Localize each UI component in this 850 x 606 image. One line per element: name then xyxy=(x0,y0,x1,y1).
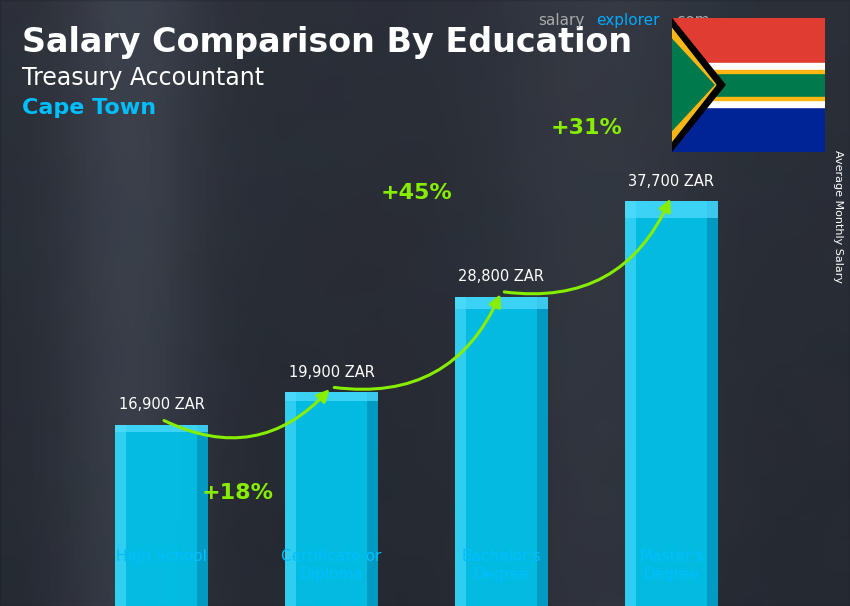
Bar xyxy=(455,297,548,309)
Bar xyxy=(455,297,466,606)
Bar xyxy=(197,425,208,606)
Bar xyxy=(672,73,824,97)
Polygon shape xyxy=(672,28,716,85)
Text: Average Monthly Salary: Average Monthly Salary xyxy=(833,150,843,282)
Polygon shape xyxy=(672,85,716,141)
Bar xyxy=(672,70,824,73)
Bar xyxy=(285,393,378,401)
Bar xyxy=(455,297,548,606)
Text: 19,900 ZAR: 19,900 ZAR xyxy=(288,365,375,379)
Bar xyxy=(367,393,378,606)
Bar xyxy=(115,425,208,606)
Bar xyxy=(672,107,824,152)
Text: +31%: +31% xyxy=(551,118,622,138)
Bar xyxy=(115,425,126,606)
Text: +18%: +18% xyxy=(202,484,274,504)
Text: High School: High School xyxy=(116,549,207,564)
Bar xyxy=(672,97,824,100)
Text: Certificate or
Diploma: Certificate or Diploma xyxy=(281,549,382,582)
Bar xyxy=(625,201,718,218)
Text: +45%: +45% xyxy=(381,183,452,203)
Text: salary: salary xyxy=(538,13,584,28)
Text: 28,800 ZAR: 28,800 ZAR xyxy=(458,269,545,284)
Polygon shape xyxy=(672,28,716,141)
Bar xyxy=(115,425,208,432)
Bar xyxy=(672,18,824,63)
Text: Master's
Degree: Master's Degree xyxy=(639,549,704,582)
Bar xyxy=(625,201,718,606)
Text: Salary Comparison By Education: Salary Comparison By Education xyxy=(22,26,632,59)
Bar xyxy=(707,201,718,606)
Polygon shape xyxy=(672,18,725,152)
Bar xyxy=(285,393,296,606)
Bar xyxy=(537,297,548,606)
Text: explorer: explorer xyxy=(596,13,660,28)
Text: 37,700 ZAR: 37,700 ZAR xyxy=(628,173,715,188)
Bar xyxy=(672,63,824,107)
Bar xyxy=(625,201,636,606)
Bar xyxy=(285,393,378,606)
Text: Bachelor's
Degree: Bachelor's Degree xyxy=(462,549,541,582)
Text: Cape Town: Cape Town xyxy=(22,98,156,118)
Text: Treasury Accountant: Treasury Accountant xyxy=(22,66,264,90)
Text: .com: .com xyxy=(672,13,710,28)
Text: 16,900 ZAR: 16,900 ZAR xyxy=(118,397,205,411)
